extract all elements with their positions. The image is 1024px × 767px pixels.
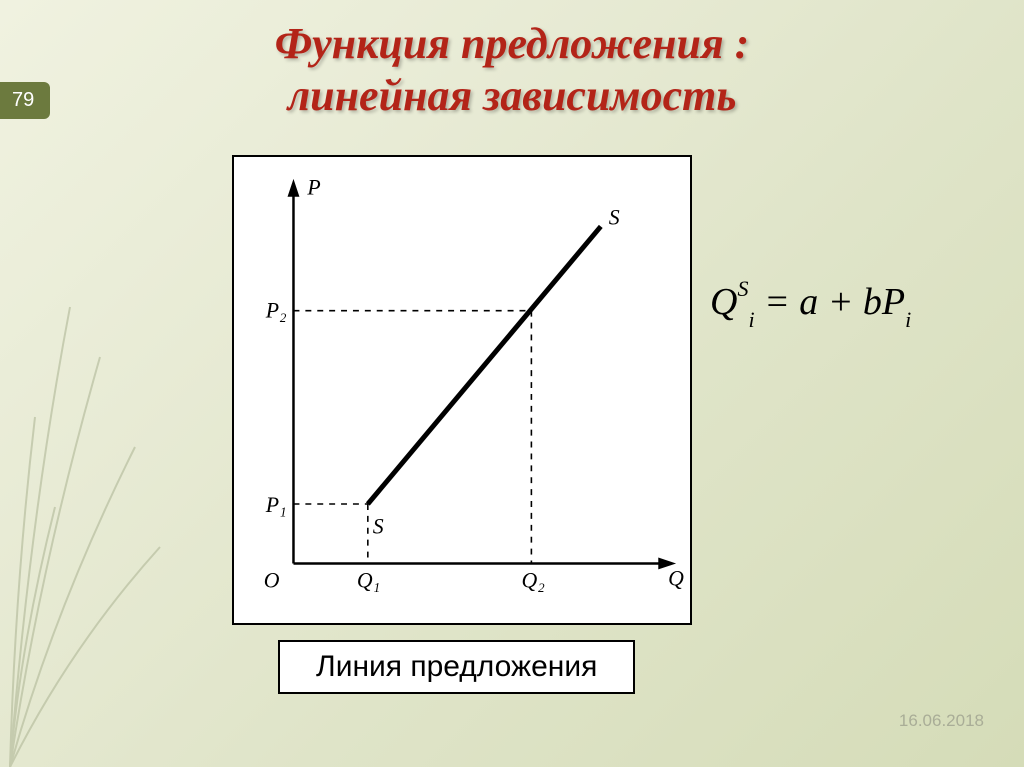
- x-axis-label: Q: [668, 566, 684, 590]
- q1-label: Q₁: [357, 568, 380, 592]
- formula-Q: Q: [710, 281, 737, 323]
- formula-sub-i: i: [748, 307, 754, 332]
- title-line-2: линейная зависимость: [288, 71, 737, 120]
- slide-date: 16.06.2018: [899, 711, 984, 731]
- formula-eq: =: [755, 281, 800, 323]
- supply-formula: QSi = a + bPi: [710, 280, 911, 329]
- y-axis-label: P: [306, 176, 320, 200]
- s-label-end: S: [609, 205, 620, 229]
- slide-title: Функция предложения : линейная зависимос…: [0, 18, 1024, 122]
- chart-caption: Линия предложения: [278, 640, 635, 694]
- formula-rhs-sub: i: [905, 307, 911, 332]
- chart-labels: P Q O P₁ P₂ Q₁ Q₂ S S: [264, 176, 684, 593]
- supply-chart-svg: P Q O P₁ P₂ Q₁ Q₂ S S: [234, 157, 690, 623]
- supply-line: [368, 226, 601, 504]
- supply-chart: P Q O P₁ P₂ Q₁ Q₂ S S: [232, 155, 692, 625]
- formula-sup-S: S: [737, 276, 748, 301]
- origin-label: O: [264, 568, 280, 592]
- q2-label: Q₂: [521, 568, 545, 592]
- s-label-start: S: [373, 515, 384, 539]
- axes: [288, 179, 677, 570]
- decorative-grass: [0, 267, 180, 767]
- p1-label: P₁: [265, 493, 287, 517]
- title-line-1: Функция предложения :: [275, 19, 750, 68]
- p2-label: P₂: [265, 299, 287, 323]
- formula-rhs: a + bP: [799, 281, 905, 323]
